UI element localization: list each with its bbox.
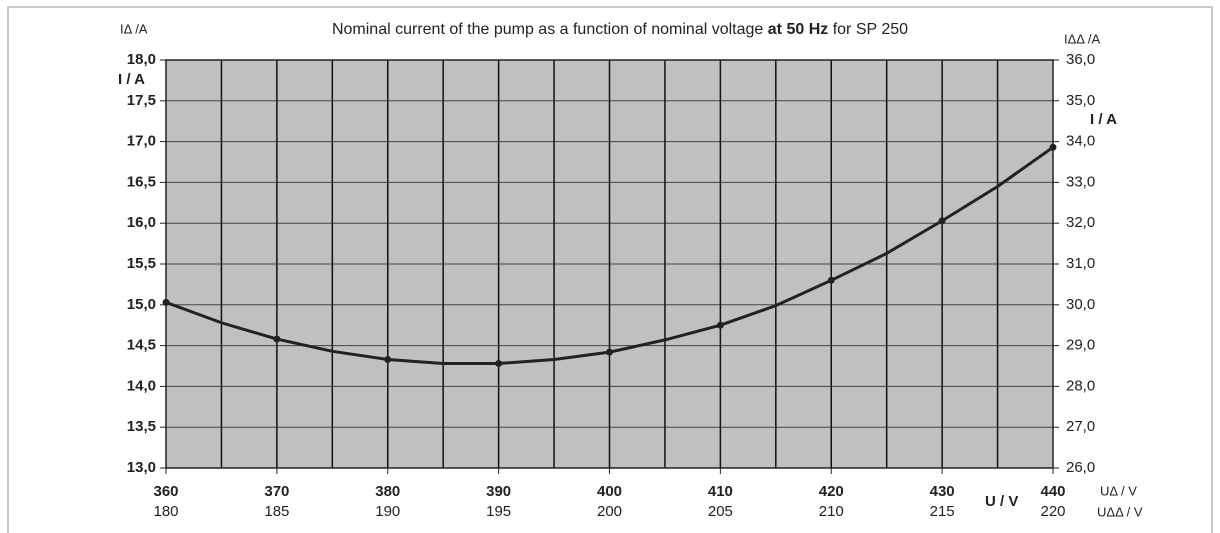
title-suffix: for SP 250: [833, 21, 908, 38]
x-label: U / V: [985, 493, 1018, 510]
point: [827, 276, 835, 284]
y-tick-label: 16,5: [127, 173, 156, 190]
x2-label: UΔΔ / V: [1097, 504, 1143, 519]
y2-tick-label: 29,0: [1066, 337, 1095, 354]
plot-border: [165, 59, 1054, 469]
point: [716, 321, 724, 329]
x2-tick-label: 180: [153, 503, 178, 520]
x-tick-label: 390: [486, 483, 511, 500]
y-tick-label: 15,5: [127, 255, 156, 272]
y2-tick-label: 36,0: [1066, 51, 1095, 68]
y-tick-label: 14,5: [127, 337, 156, 354]
x-tick-label: 410: [708, 483, 733, 500]
y-label: I / A: [118, 71, 145, 88]
y2-tick-label: 32,0: [1066, 214, 1095, 231]
title-main: Nominal current of the pump as a functio…: [332, 21, 763, 38]
x2-tick-label: 200: [597, 503, 622, 520]
x2-tick-label: 210: [819, 503, 844, 520]
y2-label: I / A: [1090, 111, 1117, 128]
x-tick-label: 420: [819, 483, 844, 500]
y-tick-label: 16,0: [127, 214, 156, 231]
x2-tick-label: 190: [375, 503, 400, 520]
y2-tick-label: 27,0: [1066, 418, 1095, 435]
y2-tick-label: 33,0: [1066, 173, 1095, 190]
title-emphasis: at 50 Hz: [768, 21, 828, 38]
x-label-delta: UΔ / V: [1100, 483, 1137, 498]
x2-tick-label: 205: [708, 503, 733, 520]
y-tick-label: 17,0: [127, 133, 156, 150]
y2-tick-label: 35,0: [1066, 92, 1095, 109]
x-tick-label: 430: [930, 483, 955, 500]
x-tick-label: 400: [597, 483, 622, 500]
y-tick-label: 18,0: [127, 51, 156, 68]
y-tick-label: 13,0: [127, 459, 156, 476]
frame: [7, 6, 1213, 533]
x2-tick-label: 195: [486, 503, 511, 520]
point: [938, 217, 946, 225]
point: [606, 348, 613, 356]
y2-tick-label: 31,0: [1066, 255, 1095, 272]
x2-tick-label: 185: [264, 503, 289, 520]
y-tick-label: 14,0: [127, 377, 156, 394]
x-tick-label: 440: [1040, 483, 1065, 500]
y-tick-label: 17,5: [127, 92, 156, 109]
x-tick-label: 380: [375, 483, 400, 500]
point: [495, 360, 503, 368]
y-label-top: IΔ /A: [120, 21, 148, 36]
x2-tick-label: 220: [1040, 503, 1065, 520]
y-tick-label: 15,0: [127, 296, 156, 313]
x2-tick-label: 215: [930, 503, 955, 520]
point: [1049, 143, 1057, 151]
y-tick-label: 13,5: [127, 418, 156, 435]
chart-title: Nominal current of the pump as a functio…: [332, 21, 908, 38]
y2-tick-label: 30,0: [1066, 296, 1095, 313]
point: [384, 355, 392, 363]
x-tick-label: 360: [153, 483, 178, 500]
point: [162, 298, 170, 306]
y2-tick-label: 34,0: [1066, 133, 1095, 150]
y2-label-top: IΔΔ /A: [1064, 31, 1100, 46]
point: [273, 335, 281, 343]
y2-tick-label: 26,0: [1066, 459, 1095, 476]
y2-tick-label: 28,0: [1066, 377, 1095, 394]
x-tick-label: 370: [264, 483, 289, 500]
